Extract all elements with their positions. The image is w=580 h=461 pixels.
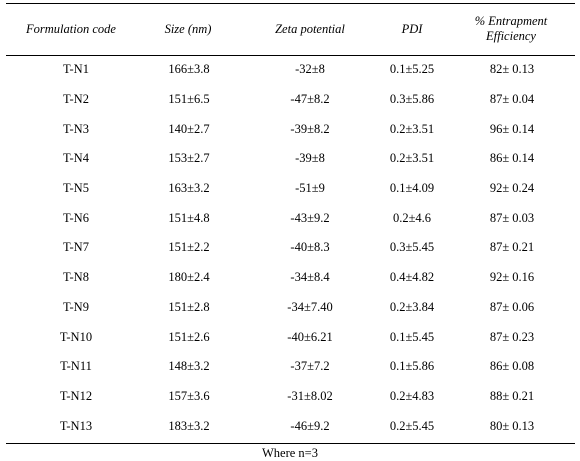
cell-zeta-potential: -39±8 (295, 151, 325, 166)
table-row: T-N12 157±3.6 -31±8.02 0.2±4.83 88± 0.21 (0, 382, 580, 412)
cell-entrapment-efficiency: 86± 0.14 (489, 151, 535, 166)
cell-entrapment-efficiency: 87± 0.23 (489, 329, 535, 344)
cell-entrapment-efficiency: 96± 0.14 (489, 121, 535, 136)
header-zeta-potential: Zeta potential (252, 3, 368, 55)
cell-size: 151±2.2 (168, 240, 210, 255)
cell-pdi: 0.2±3.51 (389, 121, 435, 136)
cell-entrapment-efficiency: 87± 0.06 (489, 299, 535, 314)
cell-zeta-potential: -34±8.4 (290, 270, 330, 285)
cell-pdi: 0.1±5.25 (389, 62, 435, 77)
header-formulation-code: Formulation code (10, 3, 132, 55)
cell-entrapment-efficiency: 80± 0.13 (489, 418, 535, 433)
table-top-rule (6, 3, 575, 4)
table-row: T-N2 151±6.5 -47±8.2 0.3±5.86 87± 0.04 (0, 85, 580, 115)
table-row: T-N3 140±2.7 -39±8.2 0.2±3.51 96± 0.14 (0, 114, 580, 144)
header-pdi-label: PDI (401, 21, 423, 36)
header-entrapment-line2: Efficiency (486, 29, 536, 43)
cell-zeta-potential: -46±9.2 (290, 418, 330, 433)
cell-formulation-code: T-N10 (59, 329, 93, 344)
cell-size: 151±6.5 (168, 92, 210, 107)
cell-zeta-potential: -40±8.3 (290, 240, 330, 255)
cell-formulation-code: T-N1 (63, 62, 89, 77)
cell-zeta-potential: -34±7.40 (287, 299, 333, 314)
cell-size: 151±2.8 (168, 299, 210, 314)
cell-pdi: 0.1±4.09 (389, 181, 435, 196)
cell-zeta-potential: -31±8.02 (287, 388, 333, 403)
cell-zeta-potential: -51±9 (295, 181, 325, 196)
cell-formulation-code: T-N2 (63, 92, 89, 107)
cell-formulation-code: T-N3 (63, 121, 89, 136)
header-entrapment-efficiency: % Entrapment Efficiency (452, 3, 570, 55)
cell-size: 183±3.2 (168, 418, 210, 433)
cell-entrapment-efficiency: 88± 0.21 (489, 388, 535, 403)
cell-size: 153±2.7 (168, 151, 210, 166)
cell-formulation-code: T-N9 (63, 299, 89, 314)
cell-zeta-potential: -39±8.2 (290, 121, 330, 136)
header-size-label: Size (nm) (164, 21, 212, 36)
cell-formulation-code: T-N8 (63, 270, 89, 285)
cell-entrapment-efficiency: 82± 0.13 (489, 62, 535, 77)
cell-formulation-code: T-N5 (63, 181, 89, 196)
cell-pdi: 0.2±3.84 (389, 299, 435, 314)
cell-pdi: 0.2±3.51 (389, 151, 435, 166)
cell-size: 151±4.8 (168, 210, 210, 225)
table-row: T-N11 148±3.2 -37±7.2 0.1±5.86 86± 0.08 (0, 352, 580, 382)
cell-size: 166±3.8 (168, 62, 210, 77)
cell-zeta-potential: -37±7.2 (290, 359, 330, 374)
cell-pdi: 0.3±5.86 (389, 92, 435, 107)
table-row: T-N5 163±3.2 -51±9 0.1±4.09 92± 0.24 (0, 174, 580, 204)
header-entrapment-line1: % Entrapment (474, 14, 548, 28)
cell-size: 140±2.7 (168, 121, 210, 136)
table-row: T-N7 151±2.2 -40±8.3 0.3±5.45 87± 0.21 (0, 233, 580, 263)
table-bottom-rule (6, 443, 575, 444)
cell-pdi: 0.2±4.6 (392, 210, 432, 225)
cell-entrapment-efficiency: 87± 0.03 (489, 210, 535, 225)
header-pdi: PDI (372, 3, 452, 55)
table-row: T-N6 151±4.8 -43±9.2 0.2±4.6 87± 0.03 (0, 203, 580, 233)
cell-entrapment-efficiency: 86± 0.08 (489, 359, 535, 374)
cell-size: 180±2.4 (168, 270, 210, 285)
table-row: T-N4 153±2.7 -39±8 0.2±3.51 86± 0.14 (0, 144, 580, 174)
cell-pdi: 0.1±5.45 (389, 329, 435, 344)
cell-zeta-potential: -32±8 (295, 62, 325, 77)
table-row: T-N9 151±2.8 -34±7.40 0.2±3.84 87± 0.06 (0, 293, 580, 323)
cell-pdi: 0.2±5.45 (389, 418, 435, 433)
cell-pdi: 0.4±4.82 (389, 270, 435, 285)
cell-size: 151±2.6 (168, 329, 210, 344)
table-body: T-N1 166±3.8 -32±8 0.1±5.25 82± 0.13 T-N2 151±… (0, 55, 580, 441)
cell-formulation-code: T-N7 (63, 240, 89, 255)
cell-zeta-potential: -43±9.2 (290, 210, 330, 225)
cell-entrapment-efficiency: 92± 0.24 (489, 181, 535, 196)
cell-formulation-code: T-N6 (63, 210, 89, 225)
header-zeta-potential-label: Zeta potential (275, 21, 345, 36)
cell-pdi: 0.1±5.86 (389, 359, 435, 374)
cell-zeta-potential: -47±8.2 (290, 92, 330, 107)
cell-formulation-code: T-N4 (63, 151, 89, 166)
cell-entrapment-efficiency: 92± 0.16 (489, 270, 535, 285)
table-footnote: Where n=3 (262, 446, 318, 460)
cell-size: 148±3.2 (168, 359, 210, 374)
cell-entrapment-efficiency: 87± 0.21 (489, 240, 535, 255)
cell-formulation-code: T-N13 (59, 418, 93, 433)
cell-size: 157±3.6 (168, 388, 210, 403)
header-size: Size (nm) (132, 3, 244, 55)
header-formulation-code-label: Formulation code (26, 21, 116, 36)
table-row: T-N10 151±2.6 -40±6.21 0.1±5.45 87± 0.23 (0, 322, 580, 352)
cell-formulation-code: T-N11 (60, 359, 92, 374)
cell-entrapment-efficiency: 87± 0.04 (489, 92, 535, 107)
cell-pdi: 0.2±4.83 (389, 388, 435, 403)
table-row: T-N8 180±2.4 -34±8.4 0.4±4.82 92± 0.16 (0, 263, 580, 293)
table-header-row: Formulation code Size (nm) Zeta potentia… (0, 3, 580, 55)
cell-size: 163±3.2 (168, 181, 210, 196)
table-row: T-N1 166±3.8 -32±8 0.1±5.25 82± 0.13 (0, 55, 580, 85)
table-header-rule (6, 55, 575, 56)
cell-zeta-potential: -40±6.21 (287, 329, 333, 344)
cell-pdi: 0.3±5.45 (389, 240, 435, 255)
cell-formulation-code: T-N12 (59, 388, 93, 403)
table-row: T-N13 183±3.2 -46±9.2 0.2±5.45 80± 0.13 (0, 411, 580, 441)
